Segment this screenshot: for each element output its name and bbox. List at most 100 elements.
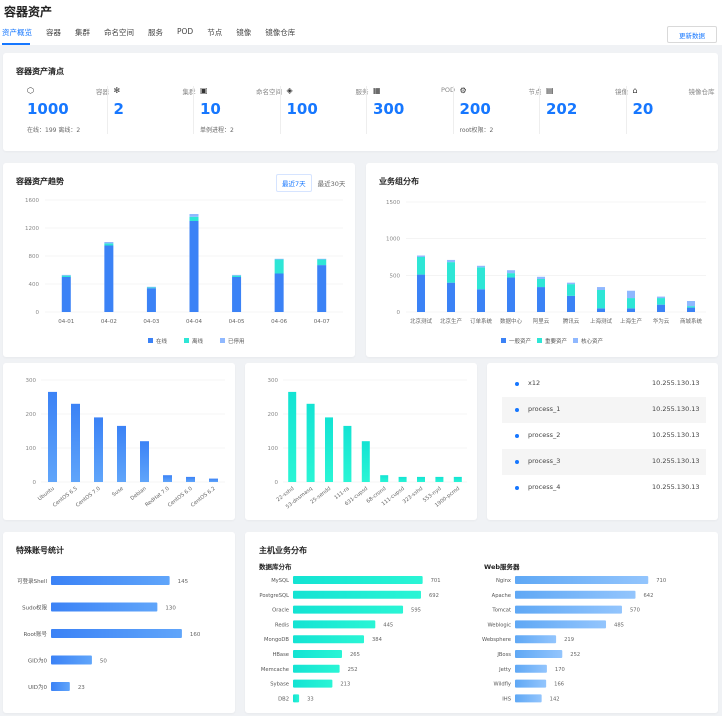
x-tick-label: Suse <box>111 486 125 498</box>
bar <box>343 425 352 482</box>
tab-overview[interactable]: 资产概览 <box>2 28 32 37</box>
x-tick-label: 北京测试 <box>410 317 433 325</box>
inventory-item[interactable]: ▤ 镜像 202 <box>546 82 632 138</box>
tab-namespace[interactable]: 命名空间 <box>104 28 134 37</box>
inventory-value: 300 <box>373 100 405 118</box>
list-item[interactable]: process_3 10.255.130.13 <box>502 449 706 475</box>
bar <box>515 605 622 614</box>
top-bar <box>0 0 722 45</box>
inventory-divider <box>193 86 194 134</box>
bar <box>515 635 557 644</box>
list-item[interactable]: process_1 10.255.130.13 <box>502 397 706 423</box>
list-item[interactable]: process_2 10.255.130.13 <box>502 423 706 449</box>
inventory-item[interactable]: ⚙ 节点 200 root权限：2 <box>460 82 546 138</box>
category-label: Weblogic <box>487 622 511 628</box>
bar <box>163 475 172 482</box>
bar <box>398 476 407 482</box>
y-tick-label: 100 <box>268 446 279 452</box>
refresh-data-button[interactable]: 更新数据 <box>667 26 717 43</box>
bar <box>293 576 423 584</box>
bar <box>447 282 455 312</box>
bar <box>317 259 327 266</box>
business-chart: 0 500 1000 1500 北京测试 北京生产 订单系统 数据中心 阿里云 腾讯云 上海测试 上海… <box>386 200 706 345</box>
legend-label: 核心资产 <box>581 337 604 345</box>
tab-image[interactable]: 镜像 <box>236 28 252 37</box>
y-tick-label: 1500 <box>386 200 400 206</box>
bar <box>293 664 340 673</box>
bar <box>61 274 71 276</box>
bar <box>293 650 343 658</box>
status-dot <box>515 460 519 464</box>
y-tick-label: 1200 <box>25 226 39 232</box>
bar <box>417 257 425 275</box>
value-label: 265 <box>350 652 360 658</box>
status-dot <box>515 408 519 412</box>
bar <box>477 289 485 312</box>
tab-service[interactable]: 服务 <box>148 28 163 37</box>
bar <box>209 478 218 482</box>
category-label: Sudo权限 <box>22 604 47 612</box>
y-tick-label: 200 <box>268 412 279 418</box>
inventory-item[interactable]: ▦ POD 300 <box>373 82 459 138</box>
trend-chart: 0 400 800 1200 1600 04-01 04-02 04-03 04-04 04-05… <box>25 198 343 345</box>
x-tick-label: 04-04 <box>186 319 202 325</box>
tab-registry[interactable]: 镜像仓库 <box>265 28 296 37</box>
x-tick-label: 华为云 <box>653 317 670 325</box>
bar <box>507 277 515 312</box>
tab-container[interactable]: 容器 <box>46 28 61 37</box>
cluster-icon: ✻ <box>113 86 121 95</box>
tab-node[interactable]: 节点 <box>207 28 223 37</box>
inventory-item[interactable]: ⬡ 容器 1000 在线：199 离线：2 <box>27 82 113 138</box>
bar <box>597 287 605 290</box>
x-tick-label: 商城系统 <box>680 317 703 325</box>
business-title: 业务组分布 <box>379 177 419 186</box>
bar <box>515 664 547 673</box>
tab-cluster[interactable]: 集群 <box>75 28 90 37</box>
list-item[interactable]: process_4 10.255.130.13 <box>502 475 706 501</box>
bar <box>687 307 695 312</box>
bar <box>48 391 57 482</box>
bar <box>537 276 545 279</box>
value-label: 170 <box>555 667 565 673</box>
x-tick-label: 北京生产 <box>440 317 463 325</box>
x-tick-label: 数据中心 <box>500 317 523 325</box>
bar <box>515 590 636 599</box>
inventory-item[interactable]: ✻ 集群 2 <box>114 82 200 138</box>
process-ip: 10.255.130.13 <box>652 431 700 439</box>
value-label: 142 <box>550 696 560 702</box>
value-label: 570 <box>630 608 640 614</box>
bar <box>293 679 333 688</box>
inventory-label: POD <box>440 86 455 94</box>
legend-swatch <box>573 338 578 343</box>
inventory-divider <box>625 86 627 134</box>
tab-pod[interactable]: POD <box>177 27 194 36</box>
service-icon: ◈ <box>286 86 293 95</box>
tab-bar: 资产概览 容器 集群 命名空间 服务 POD 节点 镜像 镜像仓库 <box>2 27 295 38</box>
category-label: UID为0 <box>28 683 47 691</box>
category-label: GID为0 <box>28 657 48 665</box>
range-30-days[interactable]: 最近30天 <box>317 180 346 188</box>
process-ip: 10.255.130.13 <box>652 405 700 413</box>
inventory-item[interactable]: ⌂ 镜像仓库 20 <box>633 82 719 138</box>
inventory-label: 节点 <box>528 88 542 96</box>
value-label: 692 <box>429 593 439 599</box>
x-tick-label: 323-sshd <box>402 486 424 505</box>
inventory-label: 命名空间 <box>256 88 282 96</box>
bar <box>687 306 695 308</box>
y-tick-label: 0 <box>275 480 279 486</box>
inventory-item[interactable]: ◈ 服务 100 <box>287 82 373 138</box>
x-tick-label: 04-02 <box>101 319 117 325</box>
category-label: JBoss <box>496 652 511 658</box>
inventory-divider <box>366 86 367 134</box>
bar <box>306 403 315 482</box>
process-ip: 10.255.130.13 <box>652 483 700 491</box>
list-item[interactable]: x12 10.255.130.13 <box>502 371 706 397</box>
inventory-item[interactable]: ▣ 命名空间 10 单例进程：2 <box>200 82 286 138</box>
x-tick-label: 阿里云 <box>533 317 550 325</box>
range-7-days[interactable]: 最近7天 <box>276 174 312 192</box>
bar <box>507 273 515 278</box>
bar <box>361 441 370 482</box>
host-business-title: 主机业务分布 <box>259 546 307 555</box>
process-name: process_3 <box>528 457 561 465</box>
process-ip: 10.255.130.13 <box>652 379 700 387</box>
